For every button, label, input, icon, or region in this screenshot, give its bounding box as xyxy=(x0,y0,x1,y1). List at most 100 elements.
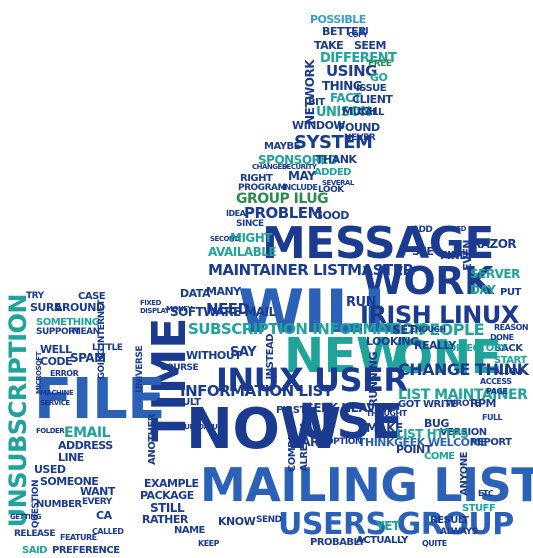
word-something: SOMETHING xyxy=(36,317,100,328)
word-line: LINE xyxy=(58,451,84,464)
word-spam: SPAM xyxy=(70,351,106,365)
word-every: EVERY xyxy=(82,497,112,507)
word-many: MANY xyxy=(206,285,241,298)
word-feature: FEATURE xyxy=(60,533,97,542)
word-example: EXAMPLE xyxy=(144,477,199,490)
word-course: COURSE xyxy=(160,363,199,373)
word-free: FREE xyxy=(368,59,392,69)
word-go: GO xyxy=(370,71,388,84)
word-email: EMAIL xyxy=(64,425,110,441)
word-idea: IDEA xyxy=(226,209,246,218)
word-well: WELL xyxy=(40,343,72,356)
word-instead: INSTEAD xyxy=(265,334,276,380)
word-make: MAKE xyxy=(366,421,403,435)
word-better: BETTER xyxy=(322,25,367,38)
word-folder: FOLDER xyxy=(36,427,65,435)
word-server: SERVER xyxy=(470,267,520,281)
word-found: FOUND xyxy=(338,121,380,134)
word-thinkgeek-welcome: THINKGEEK WELCOME xyxy=(358,436,487,449)
word-actually: ACTUALLY xyxy=(356,535,408,546)
word-reason: REASON xyxy=(494,323,529,332)
word-display: DISPLAY xyxy=(140,307,170,315)
word-people: PEOPLE xyxy=(418,320,485,339)
word-call: CALL xyxy=(358,107,384,118)
word-subscription-information: SUBSCRIPTION INFORMATION xyxy=(188,320,426,338)
word-set: SET xyxy=(392,323,416,337)
word-using: USING xyxy=(326,62,377,80)
word-money: MONEY xyxy=(166,305,193,313)
word-problem: PROBLEM xyxy=(244,204,322,222)
word-number: NUMBER xyxy=(36,499,82,510)
word-second: SECOND xyxy=(210,235,240,243)
word-result: RESULT xyxy=(430,515,469,526)
word-users-group: USERS GROUP xyxy=(278,507,514,542)
word-thank: THANK xyxy=(316,153,357,166)
word-error: ERROR xyxy=(50,369,79,378)
word-always: ALWAYS xyxy=(440,527,478,537)
word-around: AROUND xyxy=(54,301,105,314)
word-put: PUT xyxy=(500,287,521,298)
word-used: USED xyxy=(34,463,66,476)
word-default: DEFAULT xyxy=(156,397,201,408)
word-version: VERSION xyxy=(440,427,487,438)
word-someone: SOMEONE xyxy=(40,475,99,488)
word-need: NEED xyxy=(206,300,250,318)
word-access: ACCESS xyxy=(480,377,512,386)
word-address: ADDRESS xyxy=(58,439,113,452)
word-still: STILL xyxy=(150,501,185,515)
word-may: MAY xyxy=(288,169,316,183)
word-code: CODE xyxy=(40,355,73,368)
word-message: MESSAGE xyxy=(262,218,494,269)
word-might: MIGHT xyxy=(230,231,272,245)
word-razor: RAZOR xyxy=(472,237,517,251)
word-really: REALLY xyxy=(414,339,456,352)
word-question: QUESTION xyxy=(31,480,41,529)
word-list-https: LIST HTTPS xyxy=(396,427,469,441)
word-without: WITHOUT xyxy=(186,349,242,362)
word-bit: BIT xyxy=(308,97,325,108)
word-running: RUNNING xyxy=(367,352,380,407)
word-back: BACK xyxy=(494,343,523,354)
word-use: USE xyxy=(298,394,403,450)
word-window: WINDOW xyxy=(292,119,346,132)
word-yet: YET xyxy=(376,519,400,533)
word-machine: MACHINE xyxy=(40,389,74,397)
word-keep: KEEP xyxy=(198,539,220,548)
word-see: SEE xyxy=(412,245,434,258)
word-stuff: STUFF xyxy=(462,503,496,514)
word-said: SAID xyxy=(22,545,47,556)
word-copy: COPY xyxy=(348,31,368,39)
word-change-think: CHANGE THINK xyxy=(398,360,529,379)
word-include: INCLUDE xyxy=(282,183,318,192)
word-going-internet: GOING INTERNET xyxy=(97,300,107,380)
word-changed: CHANGED xyxy=(252,163,288,171)
word-work: WORK xyxy=(362,259,493,303)
word-bug: BUG xyxy=(424,417,449,430)
word-rpm: RPM xyxy=(470,397,496,410)
word-july: JULY xyxy=(210,423,225,431)
word-look: LOOK xyxy=(318,185,344,195)
word-new: NEW xyxy=(284,328,409,384)
word-start: START xyxy=(494,355,527,366)
word-take: TAKE xyxy=(314,39,344,52)
word-come: COME xyxy=(424,451,455,462)
word-network: NETWORK xyxy=(303,60,317,125)
word-another: ANOTHER xyxy=(147,414,158,465)
word-done: DONE xyxy=(490,333,514,342)
word-directory: DIRECTORY xyxy=(448,343,508,354)
word-wrote: WROTE xyxy=(446,399,481,409)
word-tuesday: TUESDAY xyxy=(180,423,213,431)
word-good: GOOD xyxy=(314,209,349,222)
word-right: RIGHT xyxy=(240,173,273,184)
word-never: NEVER xyxy=(344,133,376,143)
word-etc: ETC xyxy=(478,489,494,498)
word-sure: SURE xyxy=(30,301,61,314)
word-add: ADD xyxy=(412,225,433,235)
word-ca: CA xyxy=(96,509,112,522)
word-thing: THING xyxy=(322,79,363,93)
word-data: DATA xyxy=(180,287,210,300)
word-name: NAME xyxy=(174,525,205,536)
word-software-mail: SOFTWARE MAIL xyxy=(170,305,276,319)
word-service: SERVICE xyxy=(40,399,70,407)
